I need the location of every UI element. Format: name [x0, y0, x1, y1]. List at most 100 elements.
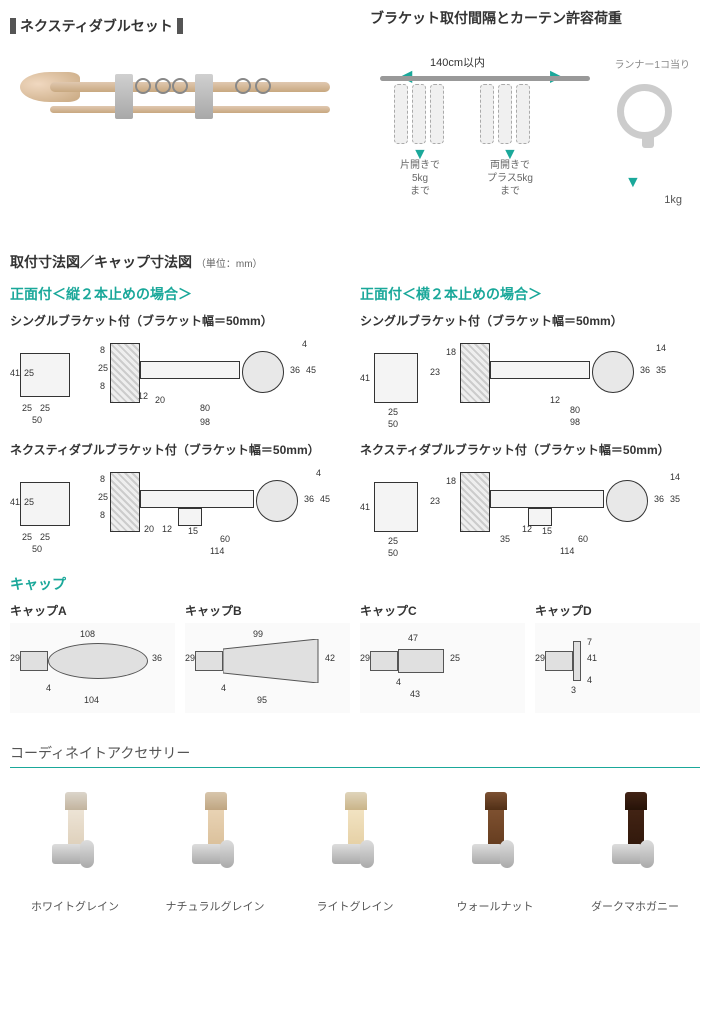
- dim-23: 23: [430, 367, 440, 377]
- drawing-horiz-double: 41 25 50 18 23 35 12 15 60 114 36 35 14: [360, 462, 700, 562]
- dim-35: 35: [656, 365, 666, 375]
- cap-off: 29: [185, 653, 195, 663]
- hook-ring: [52, 844, 82, 864]
- acc-dark-mahogany: ダークマホガニー: [570, 782, 700, 914]
- curtain-panel: [516, 84, 530, 144]
- dim-98: 98: [200, 417, 210, 427]
- ring-1: [135, 78, 151, 94]
- hook-knob: [360, 840, 374, 868]
- dim-20: 20: [144, 524, 154, 534]
- ring-5: [255, 78, 271, 94]
- cap-d: キャップD 29 41 7 4 3: [535, 602, 700, 713]
- cap-b: 4: [587, 675, 592, 685]
- dim-25: 25: [24, 368, 34, 378]
- curtain-panel: [394, 84, 408, 144]
- dim-8b: 8: [100, 381, 105, 391]
- cap-d-drawing: 29 41 7 4 3: [535, 623, 700, 713]
- cap-a-drawing: 29 108 36 4 104: [10, 623, 175, 713]
- drawing-horiz-single: 41 25 50 18 23 12 80 98 36 35 14: [360, 333, 700, 433]
- dim-12: 12: [162, 524, 172, 534]
- cap-lt: 108: [80, 629, 95, 639]
- title-bar-left: [10, 18, 16, 34]
- acc-natural-grain: ナチュラルグレイン: [150, 782, 280, 914]
- dim-14: 14: [656, 343, 666, 353]
- load-block: ブラケット取付間隔とカーテン許容荷重 140cm以内 ランナー1コ当り ◀ ▶ …: [370, 8, 700, 234]
- acc-light-grain: ライトグレイン: [290, 782, 420, 914]
- acc-name: ホワイトグレイン: [10, 898, 140, 914]
- dim-35: 35: [500, 534, 510, 544]
- vertical-mount-heading: 正面付＜縦２本止めの場合＞: [10, 284, 350, 304]
- dim-50: 50: [32, 544, 42, 554]
- bracket-2: [195, 74, 213, 119]
- dim-14: 14: [670, 472, 680, 482]
- ring-4: [235, 78, 251, 94]
- cap-pad: 4: [396, 677, 401, 687]
- acc-name: ダークマホガニー: [570, 898, 700, 914]
- acc-white-grain: ホワイトグレイン: [10, 782, 140, 914]
- hook-knob: [220, 840, 234, 868]
- load-title: ブラケット取付間隔とカーテン許容荷重: [370, 8, 700, 28]
- ring-2: [155, 78, 171, 94]
- cap-b-label: キャップB: [185, 602, 350, 619]
- accessories-row: ホワイトグレイン ナチュラルグレイン ライトグレイン ウォールナット ダークマホ…: [10, 782, 700, 914]
- curtain-panel: [430, 84, 444, 144]
- dim-18: 18: [446, 476, 456, 486]
- cap-pad: 3: [571, 685, 576, 695]
- dim-title-text: 取付寸法図／キャップ寸法図: [10, 254, 192, 270]
- cap-off: 29: [360, 653, 370, 663]
- product-illustration: [10, 44, 330, 154]
- cap-lt: 99: [253, 629, 263, 639]
- rod-back: [50, 106, 330, 113]
- dim-8: 8: [100, 345, 105, 355]
- cap-h: 36: [152, 653, 162, 663]
- cap-lb: 104: [84, 695, 99, 705]
- drawing-vert-single: 41 25 25 25 50 8 25 8 12 20 80 98 36 45 …: [10, 333, 350, 433]
- dimensions-title: 取付寸法図／キャップ寸法図 （単位：mm）: [10, 252, 710, 272]
- cap-d-label: キャップD: [535, 602, 700, 619]
- caps-heading: キャップ: [10, 574, 710, 594]
- cap-pad: 4: [46, 683, 51, 693]
- dim-15: 15: [542, 526, 552, 536]
- horizontal-mount-heading: 正面付＜横２本止めの場合＞: [360, 284, 700, 304]
- drawing-vert-double: 41 25 25 25 50 8 25 8 20 12 15 60 114 36…: [10, 462, 350, 562]
- curtain-panel: [480, 84, 494, 144]
- runner-kg: 1kg: [664, 194, 682, 206]
- double-bracket-label: ネクスティダブルブラケット付（ブラケット幅＝50mm）: [10, 441, 350, 458]
- dim-25b: 25: [22, 532, 32, 542]
- title-bar-right: [177, 18, 183, 34]
- dim-41: 41: [360, 373, 370, 383]
- dim-col-left: 正面付＜縦２本止めの場合＞ シングルブラケット付（ブラケット幅＝50mm） 41…: [10, 278, 350, 562]
- double-open-load: 両開きで プラス5kg まで: [480, 159, 540, 198]
- acc-name: ナチュラルグレイン: [150, 898, 280, 914]
- caps-row: キャップA 29 108 36 4 104 キャップB 29 99 42 4 9…: [0, 602, 710, 713]
- dim-23: 23: [430, 496, 440, 506]
- acc-walnut: ウォールナット: [430, 782, 560, 914]
- dim-col-right: 正面付＜横２本止めの場合＞ シングルブラケット付（ブラケット幅＝50mm） 41…: [360, 278, 700, 562]
- dim-114: 114: [560, 546, 574, 556]
- dim-25b: 25: [388, 407, 398, 417]
- dim-36: 36: [304, 494, 314, 504]
- accessories-section: コーディネイトアクセサリー ホワイトグレイン ナチュラルグレイン ライトグレイン…: [0, 733, 710, 924]
- dim-50: 50: [32, 415, 42, 425]
- dim-80: 80: [570, 405, 580, 415]
- dim-36: 36: [640, 365, 650, 375]
- dim-18: 18: [446, 347, 456, 357]
- dim-36: 36: [290, 365, 300, 375]
- cap-lb: 95: [257, 695, 267, 705]
- span-label: 140cm以内: [430, 54, 485, 70]
- dim-15: 15: [188, 526, 198, 536]
- bracket-1: [115, 74, 133, 119]
- hook-knob: [500, 840, 514, 868]
- single-open-load: 片開きで 5kg まで: [390, 159, 450, 198]
- runner-ring-icon: [617, 84, 672, 139]
- dim-4: 4: [316, 468, 321, 478]
- cap-h: 25: [450, 653, 460, 663]
- dim-25d: 25: [98, 363, 108, 373]
- dim-8: 8: [100, 474, 105, 484]
- hook-ring: [192, 844, 222, 864]
- cap-lb: 43: [410, 689, 420, 699]
- acc-name: ウォールナット: [430, 898, 560, 914]
- rod-front: [50, 82, 330, 92]
- dim-45: 45: [306, 365, 316, 375]
- top-row: ネクスティダブルセット ブラケット取付間隔とカーテン許容荷重 140cm以内 ラ…: [0, 0, 710, 242]
